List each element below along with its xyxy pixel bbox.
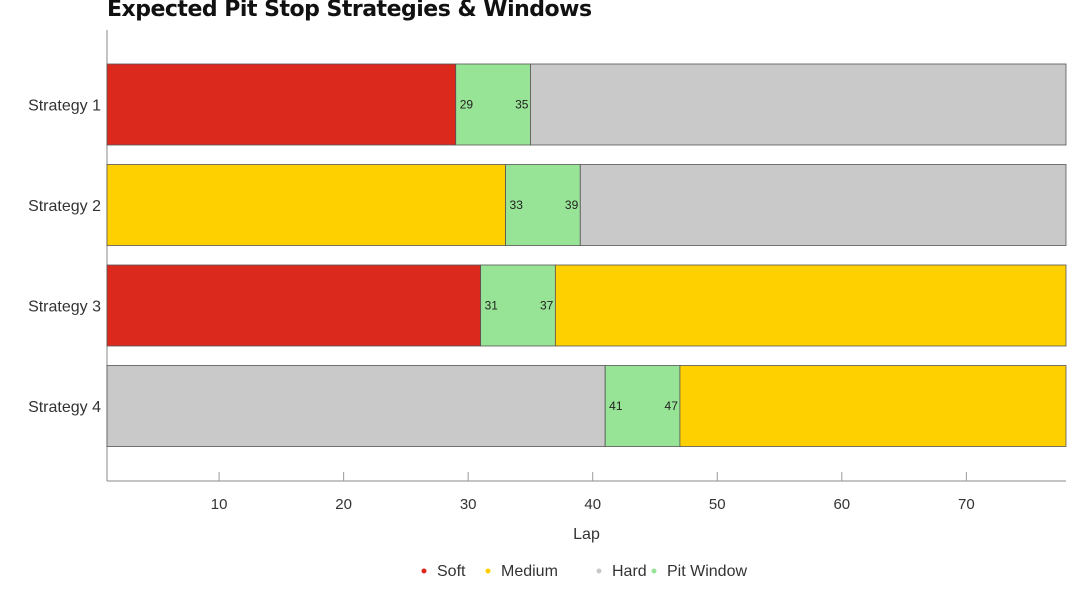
pit-window-start-label: 29 <box>460 98 474 112</box>
legend-marker-medium[interactable] <box>485 568 491 574</box>
pit-window-start-label: 41 <box>609 399 623 413</box>
category-label: Strategy 4 <box>28 399 101 416</box>
legend-label[interactable]: Pit Window <box>667 563 747 580</box>
pit-window-end-label: 37 <box>540 299 554 313</box>
x-tick-label: 40 <box>584 496 601 513</box>
bar-segment-medium[interactable] <box>106 164 506 246</box>
pit-window-start-label: 33 <box>510 198 524 212</box>
bar-segment-hard[interactable] <box>530 63 1067 146</box>
pit-window-end-label: 35 <box>515 98 529 112</box>
legend-marker-hard[interactable] <box>596 568 602 574</box>
x-tick-label: 60 <box>833 496 850 513</box>
bar-segment-medium[interactable] <box>679 365 1067 447</box>
pit-window-end-label: 39 <box>565 198 579 212</box>
category-label: Strategy 1 <box>28 98 101 115</box>
bar-segment-pit-window[interactable] <box>604 365 681 447</box>
bar-segment-pit-window[interactable] <box>455 63 531 146</box>
legend-label[interactable]: Hard <box>612 563 647 580</box>
legend-marker-soft[interactable] <box>421 568 427 574</box>
x-tick-label: 30 <box>460 496 477 513</box>
bar-segment-pit-window[interactable] <box>505 164 581 246</box>
legend-label[interactable]: Soft <box>437 563 466 580</box>
bar-segment-hard[interactable] <box>579 164 1067 246</box>
category-label: Strategy 3 <box>28 299 101 316</box>
x-tick-label: 10 <box>211 496 228 513</box>
bar-segment-hard[interactable] <box>106 365 606 447</box>
bar-segment-soft[interactable] <box>106 63 457 146</box>
x-axis-label: Lap <box>573 526 600 543</box>
legend-marker-pit-window[interactable] <box>651 568 657 574</box>
pit-window-end-label: 47 <box>665 399 679 413</box>
legend-label[interactable]: Medium <box>501 563 558 580</box>
category-label: Strategy 2 <box>28 198 101 215</box>
x-tick-label: 50 <box>709 496 726 513</box>
x-tick-label: 70 <box>958 496 975 513</box>
x-tick-label: 20 <box>335 496 352 513</box>
pit-window-start-label: 31 <box>485 299 499 313</box>
bar-segment-soft[interactable] <box>106 264 482 347</box>
chart-title: Expected Pit Stop Strategies & Windows <box>107 0 592 22</box>
bar-segment-medium[interactable] <box>554 264 1067 347</box>
